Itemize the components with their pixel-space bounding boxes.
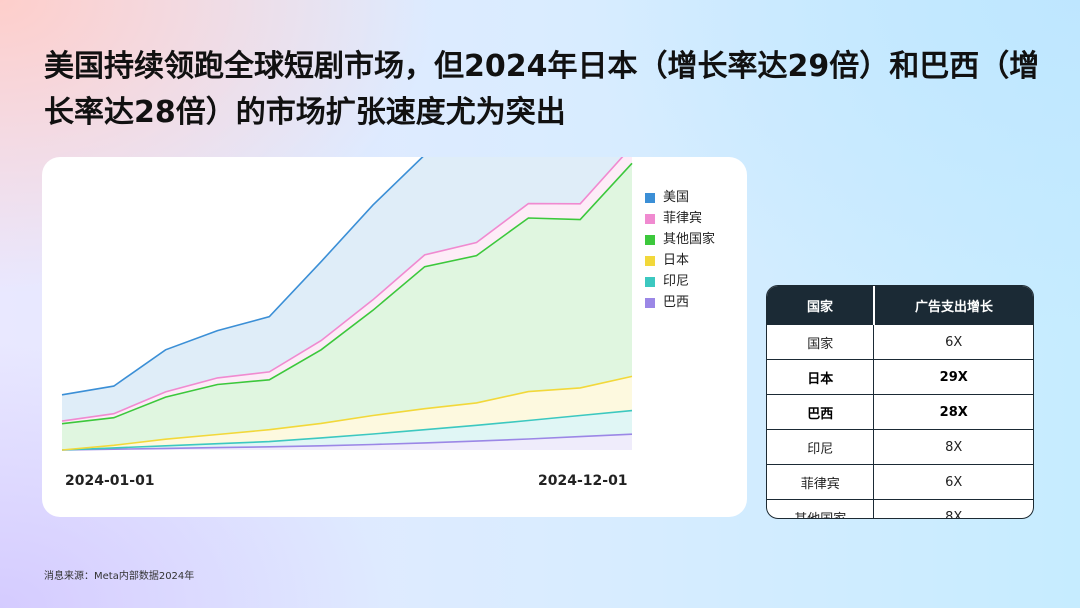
legend-label: 美国 — [663, 190, 690, 205]
legend-swatch — [645, 255, 655, 266]
x-tick-label-first: 2024-01-01 — [65, 473, 155, 489]
chart-card: 美国菲律宾其他国家日本印尼巴西 2024-01-01 2024-12-01 — [42, 157, 747, 517]
table-cell-growth: 8X — [873, 429, 1033, 465]
table-cell-country: 菲律宾 — [767, 464, 875, 500]
table-row: 国家 6X — [767, 324, 1033, 360]
legend-swatch — [645, 213, 655, 224]
growth-table: 国家 广告支出增长 国家 6X 日本 29X 巴西 28X 印尼 8X 菲律宾 6X 其他国家 8X — [766, 285, 1034, 519]
x-tick-label-last: 2024-12-01 — [538, 473, 628, 489]
area-fill-2 — [62, 163, 632, 451]
source-note: 消息来源：Meta内部数据2024年 — [44, 571, 195, 582]
series-line-1 — [61, 157, 624, 422]
table-cell-country: 巴西 — [767, 394, 875, 430]
area-fill-5 — [62, 434, 632, 450]
stacked-area-chart — [61, 157, 633, 451]
page-title: 美国持续领跑全球短剧市场，但2024年日本（增长率达29倍）和巴西（增长率达28… — [44, 49, 1040, 130]
legend-item: 印尼 — [645, 271, 715, 292]
legend-label: 巴西 — [663, 295, 690, 310]
series-line-5 — [61, 433, 633, 451]
table-cell-growth: 28X — [873, 394, 1033, 430]
legend-swatch — [645, 234, 655, 245]
table-cell-growth: 6X — [873, 324, 1033, 360]
legend-item: 其他国家 — [645, 229, 715, 250]
legend-label: 日本 — [663, 253, 690, 268]
table-row: 菲律宾 6X — [767, 464, 1033, 500]
table-cell-growth: 6X — [873, 464, 1033, 500]
table-cell-growth: 8X — [873, 499, 1033, 518]
legend-swatch — [645, 276, 655, 287]
chart-legend: 美国菲律宾其他国家日本印尼巴西 — [645, 187, 715, 313]
legend-label: 菲律宾 — [663, 211, 703, 226]
series-line-4 — [61, 409, 633, 451]
legend-item: 日本 — [645, 250, 715, 271]
legend-label: 其他国家 — [663, 232, 716, 247]
table-cell-country: 印尼 — [767, 429, 875, 465]
legend-item: 巴西 — [645, 292, 715, 313]
table-row: 印尼 8X — [767, 429, 1033, 465]
series-line-2 — [61, 162, 633, 425]
table-cell-country: 其他国家 — [767, 499, 875, 518]
table-cell-country: 国家 — [767, 324, 875, 360]
series-line-3 — [61, 375, 633, 451]
table-cell-growth: 29X — [873, 359, 1033, 395]
legend-item: 菲律宾 — [645, 208, 715, 229]
table-row: 巴西 28X — [767, 394, 1033, 430]
table-header-growth: 广告支出增长 — [873, 286, 1033, 325]
table-header-country: 国家 — [767, 286, 875, 325]
series-line-0 — [61, 157, 424, 396]
legend-label: 印尼 — [663, 274, 690, 289]
table-cell-country: 日本 — [767, 359, 875, 395]
table-header-row: 国家 广告支出增长 — [767, 286, 1033, 325]
legend-item: 美国 — [645, 187, 715, 208]
legend-swatch — [645, 192, 655, 203]
table-row: 其他国家 8X — [767, 499, 1033, 518]
table-row: 日本 29X — [767, 359, 1033, 395]
area-fill-0 — [62, 157, 623, 422]
legend-swatch — [645, 297, 655, 308]
